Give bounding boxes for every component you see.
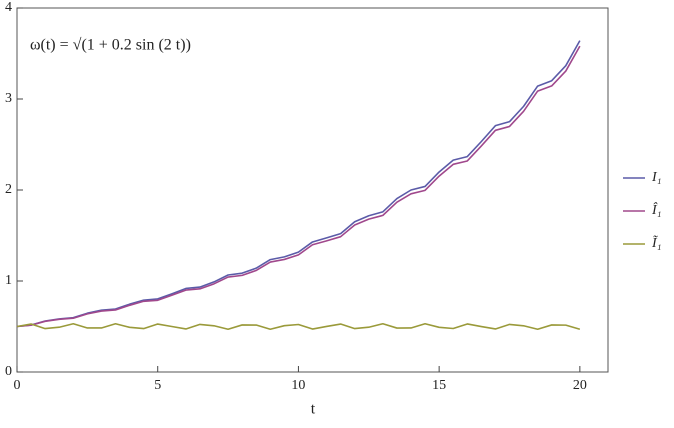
- legend-label: I₁: [651, 170, 662, 185]
- series-line: [16, 45, 581, 328]
- y-tick-label: 0: [5, 364, 12, 379]
- x-axis-label: t: [311, 401, 316, 418]
- x-tick-label: 5: [154, 378, 161, 393]
- legend-label: Î₁: [651, 201, 662, 218]
- legend-label: Ĩ₁: [651, 234, 662, 251]
- plot-frame: [16, 7, 609, 373]
- series-line: [16, 40, 581, 328]
- x-tick-label: 10: [291, 378, 305, 393]
- x-tick-label: 0: [14, 378, 21, 393]
- y-tick-label: 3: [5, 91, 12, 106]
- annotation: ω(t) = √(1 + 0.2 sin (2 t)): [30, 37, 191, 54]
- x-tick-label: 20: [573, 378, 587, 393]
- y-tick-label: 2: [5, 182, 12, 197]
- x-tick-label: 15: [432, 378, 446, 393]
- y-tick-label: 4: [5, 0, 12, 15]
- series-line: [16, 322, 581, 331]
- y-tick-label: 1: [5, 273, 12, 288]
